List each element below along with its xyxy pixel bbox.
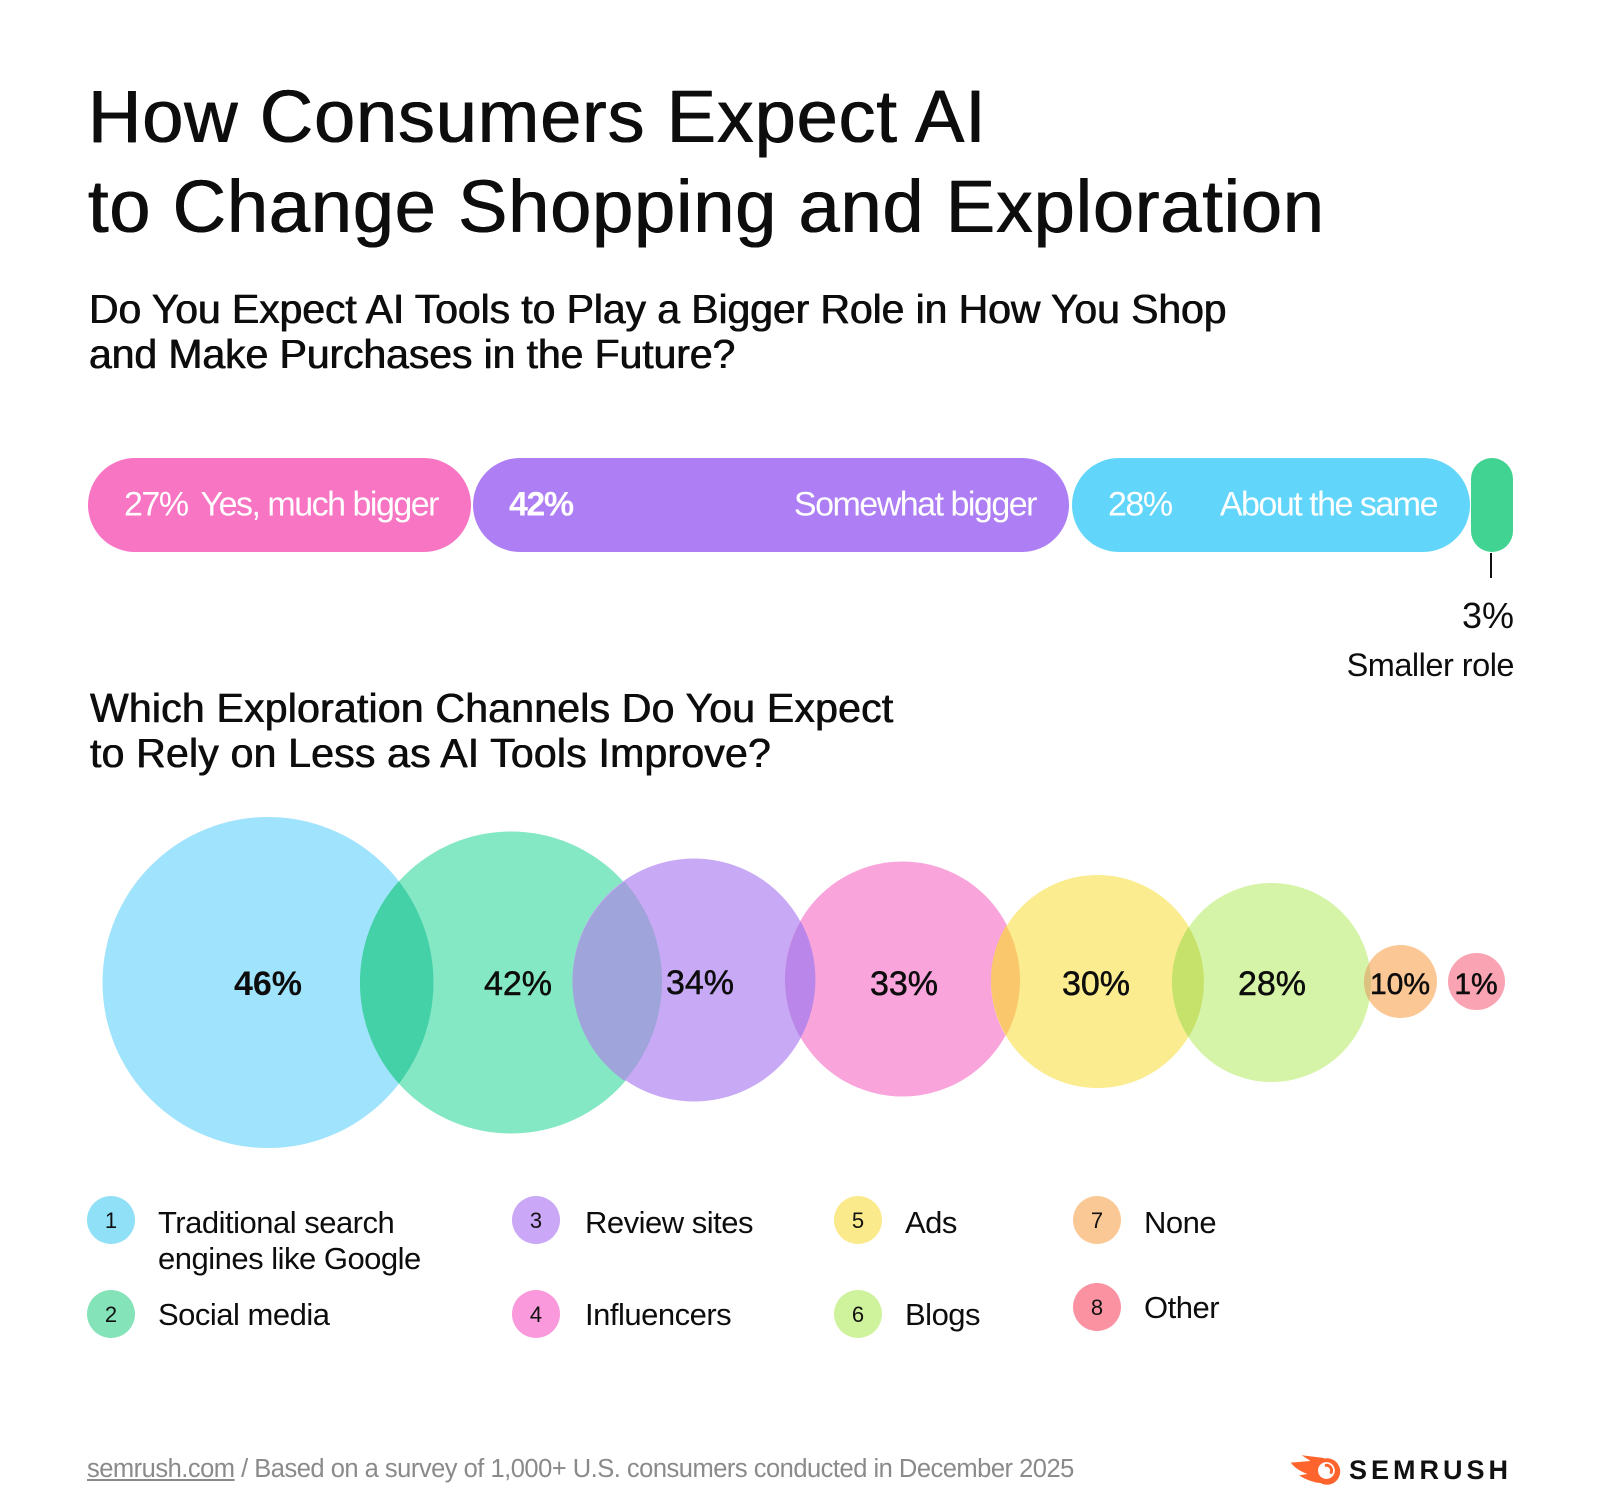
- svg-text:1: 1: [105, 1208, 117, 1233]
- svg-text:42%: 42%: [484, 965, 552, 1003]
- svg-text:Review sites: Review sites: [585, 1205, 753, 1240]
- svg-text:6: 6: [852, 1302, 864, 1327]
- svg-text:Social media: Social media: [158, 1297, 331, 1332]
- svg-text:10%: 10%: [1370, 968, 1430, 1001]
- svg-text:28%: 28%: [1238, 965, 1306, 1003]
- svg-text:SEMRUSH: SEMRUSH: [1349, 1455, 1512, 1485]
- svg-text:30%: 30%: [1062, 965, 1130, 1003]
- svg-text:3: 3: [530, 1208, 542, 1233]
- svg-text:Other: Other: [1144, 1290, 1219, 1325]
- svg-text:5: 5: [852, 1208, 864, 1233]
- svg-text:Blogs: Blogs: [905, 1297, 980, 1332]
- svg-text:7: 7: [1091, 1208, 1103, 1233]
- svg-text:Ads: Ads: [905, 1205, 957, 1240]
- svg-text:34%: 34%: [666, 964, 734, 1002]
- svg-text:2: 2: [105, 1302, 117, 1327]
- svg-text:8: 8: [1091, 1295, 1103, 1320]
- svg-text:Traditional search: Traditional search: [158, 1205, 394, 1240]
- svg-text:46%: 46%: [234, 965, 302, 1003]
- svg-text:4: 4: [530, 1302, 542, 1327]
- svg-text:1%: 1%: [1454, 968, 1497, 1001]
- svg-text:33%: 33%: [870, 965, 938, 1003]
- svg-text:None: None: [1144, 1205, 1216, 1240]
- svg-text:engines like Google: engines like Google: [158, 1241, 421, 1276]
- svg-text:Influencers: Influencers: [585, 1297, 731, 1332]
